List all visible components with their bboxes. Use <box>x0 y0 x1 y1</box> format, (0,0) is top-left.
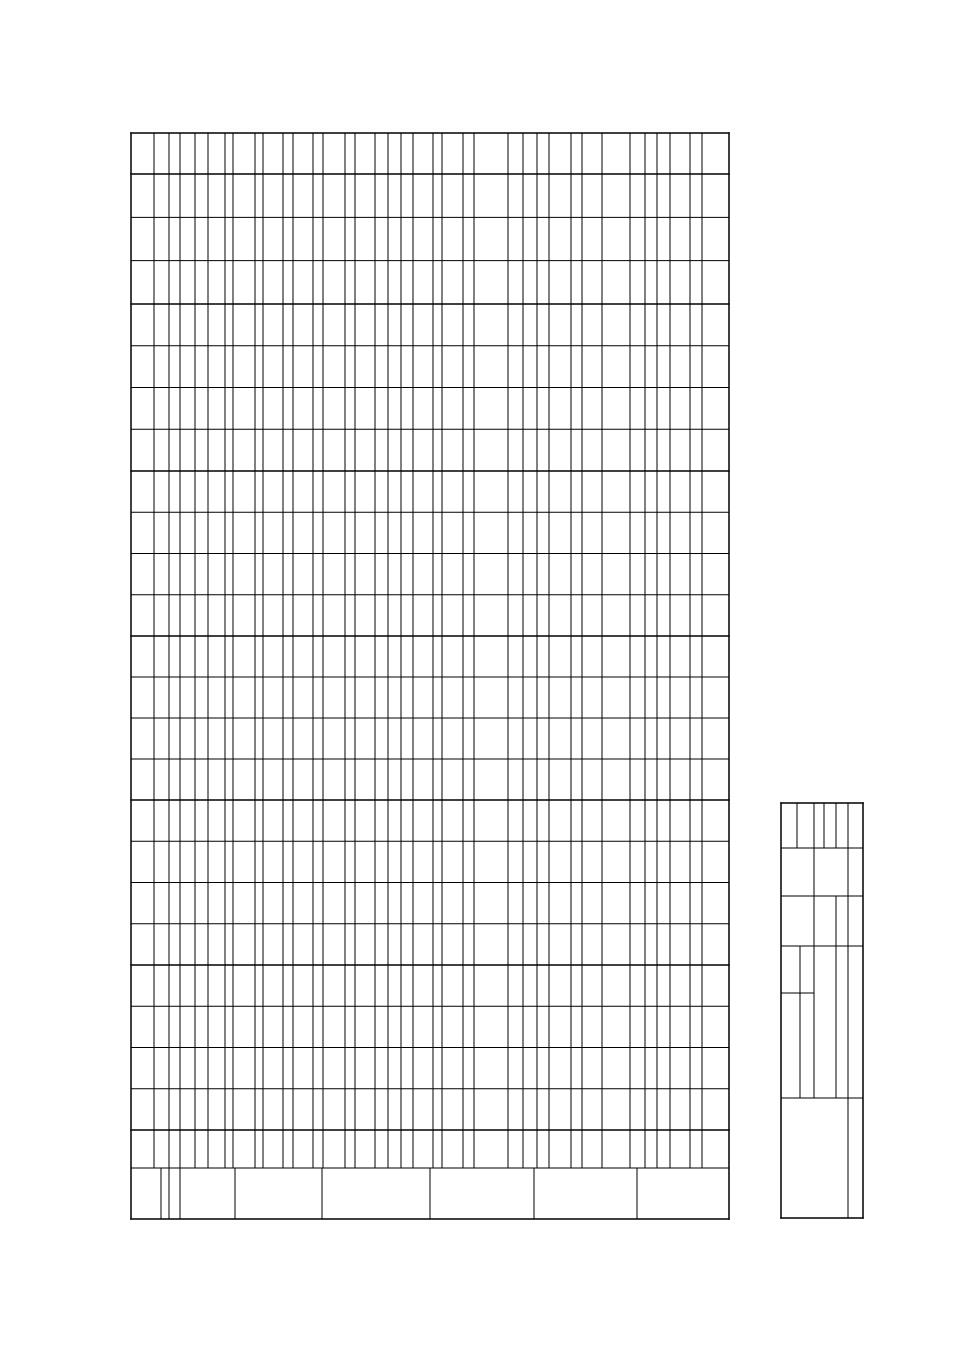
main-grid <box>131 133 729 1219</box>
page-canvas <box>0 0 954 1351</box>
side-grid <box>781 803 863 1218</box>
